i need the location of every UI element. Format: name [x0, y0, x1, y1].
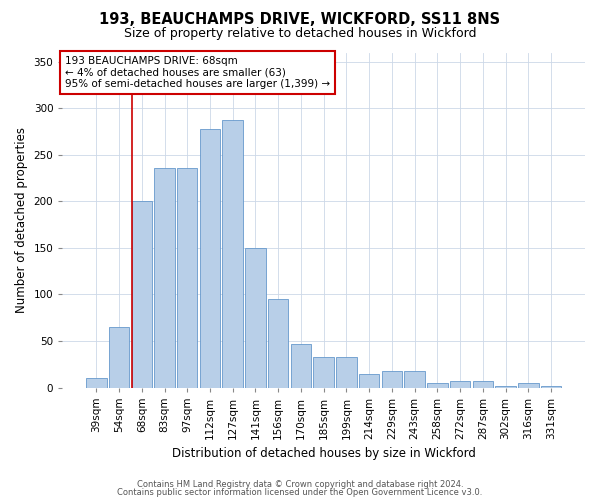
- Text: Contains HM Land Registry data © Crown copyright and database right 2024.: Contains HM Land Registry data © Crown c…: [137, 480, 463, 489]
- Text: Contains public sector information licensed under the Open Government Licence v3: Contains public sector information licen…: [118, 488, 482, 497]
- Text: 193, BEAUCHAMPS DRIVE, WICKFORD, SS11 8NS: 193, BEAUCHAMPS DRIVE, WICKFORD, SS11 8N…: [100, 12, 500, 28]
- Bar: [200, 129, 220, 388]
- Bar: [291, 344, 311, 388]
- Bar: [427, 383, 448, 388]
- Bar: [336, 357, 356, 388]
- Bar: [313, 357, 334, 388]
- Bar: [450, 381, 470, 388]
- Y-axis label: Number of detached properties: Number of detached properties: [15, 127, 28, 313]
- X-axis label: Distribution of detached houses by size in Wickford: Distribution of detached houses by size …: [172, 447, 476, 460]
- Text: 193 BEAUCHAMPS DRIVE: 68sqm
← 4% of detached houses are smaller (63)
95% of semi: 193 BEAUCHAMPS DRIVE: 68sqm ← 4% of deta…: [65, 56, 330, 89]
- Bar: [496, 386, 516, 388]
- Bar: [223, 120, 243, 388]
- Bar: [518, 383, 539, 388]
- Text: Size of property relative to detached houses in Wickford: Size of property relative to detached ho…: [124, 28, 476, 40]
- Bar: [131, 202, 152, 388]
- Bar: [86, 378, 107, 388]
- Bar: [268, 299, 289, 388]
- Bar: [473, 381, 493, 388]
- Bar: [404, 371, 425, 388]
- Bar: [177, 168, 197, 388]
- Bar: [382, 371, 402, 388]
- Bar: [109, 327, 129, 388]
- Bar: [359, 374, 379, 388]
- Bar: [541, 386, 561, 388]
- Bar: [154, 168, 175, 388]
- Bar: [245, 248, 266, 388]
